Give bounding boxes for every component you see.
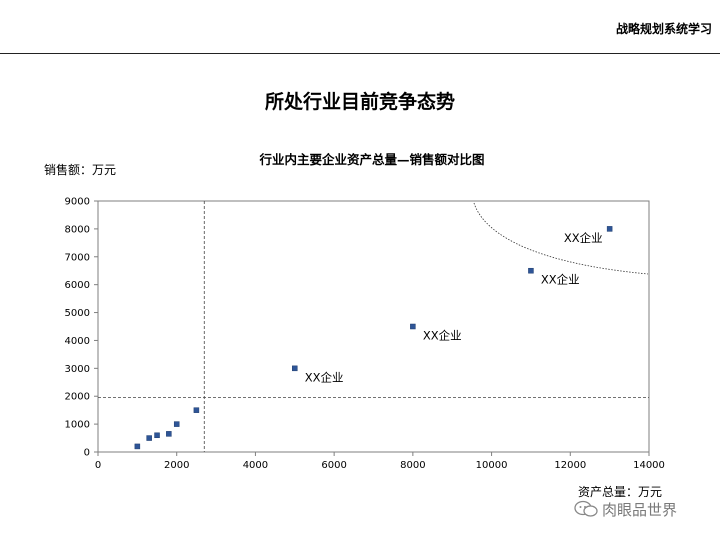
x-axis-label: 资产总量：万元 [578, 485, 663, 499]
data-point [146, 435, 152, 441]
header-divider [0, 53, 720, 54]
data-point [154, 432, 160, 439]
y-tick-label: 6000 [65, 280, 90, 291]
watermark-text: 肉眼品世界 [602, 500, 678, 519]
x-tick-label: 12000 [554, 460, 586, 471]
y-tick-label: 4000 [65, 336, 90, 347]
page-title: 所处行业目前竞争态势 [264, 91, 455, 113]
x-tick-label: 0 [95, 460, 101, 471]
data-point [193, 407, 200, 413]
data-point [292, 365, 298, 372]
data-point [410, 323, 416, 330]
x-tick-label: 4000 [243, 460, 268, 471]
data-label: XX企业 [305, 370, 344, 384]
y-tick-label: 5000 [65, 308, 90, 319]
y-tick-label: 2000 [65, 392, 90, 403]
x-tick-label: 10000 [476, 460, 508, 471]
leader-arc [473, 202, 649, 275]
x-tick-label: 6000 [321, 460, 346, 471]
y-tick-label: 1000 [65, 420, 90, 431]
plot-area [97, 200, 650, 453]
chat-bubble-icon [574, 500, 598, 517]
x-tick-label: 2000 [164, 460, 189, 471]
chart-title: 行业内主要企业资产总量—销售额对比图 [259, 152, 485, 167]
data-point [528, 267, 534, 274]
watermark: 肉眼品世界 [573, 499, 677, 519]
data-point [606, 226, 613, 232]
x-tick-label: 8000 [400, 460, 425, 471]
y-tick-label: 7000 [65, 252, 90, 263]
data-label: XX企业 [423, 329, 462, 343]
x-tick-label: 14000 [633, 460, 665, 471]
y-tick-label: 0 [84, 448, 90, 459]
header-title: 战略规划系统学习 [615, 22, 712, 36]
data-label: XX企业 [541, 273, 580, 287]
y-tick-label: 3000 [65, 364, 90, 375]
data-point [134, 443, 141, 450]
data-label: XX企业 [564, 231, 603, 245]
y-axis-label: 销售额：万元 [44, 163, 117, 177]
data-point [173, 421, 180, 427]
data-point [166, 431, 172, 437]
y-tick-label: 8000 [65, 224, 90, 235]
y-tick-label: 9000 [65, 197, 90, 208]
